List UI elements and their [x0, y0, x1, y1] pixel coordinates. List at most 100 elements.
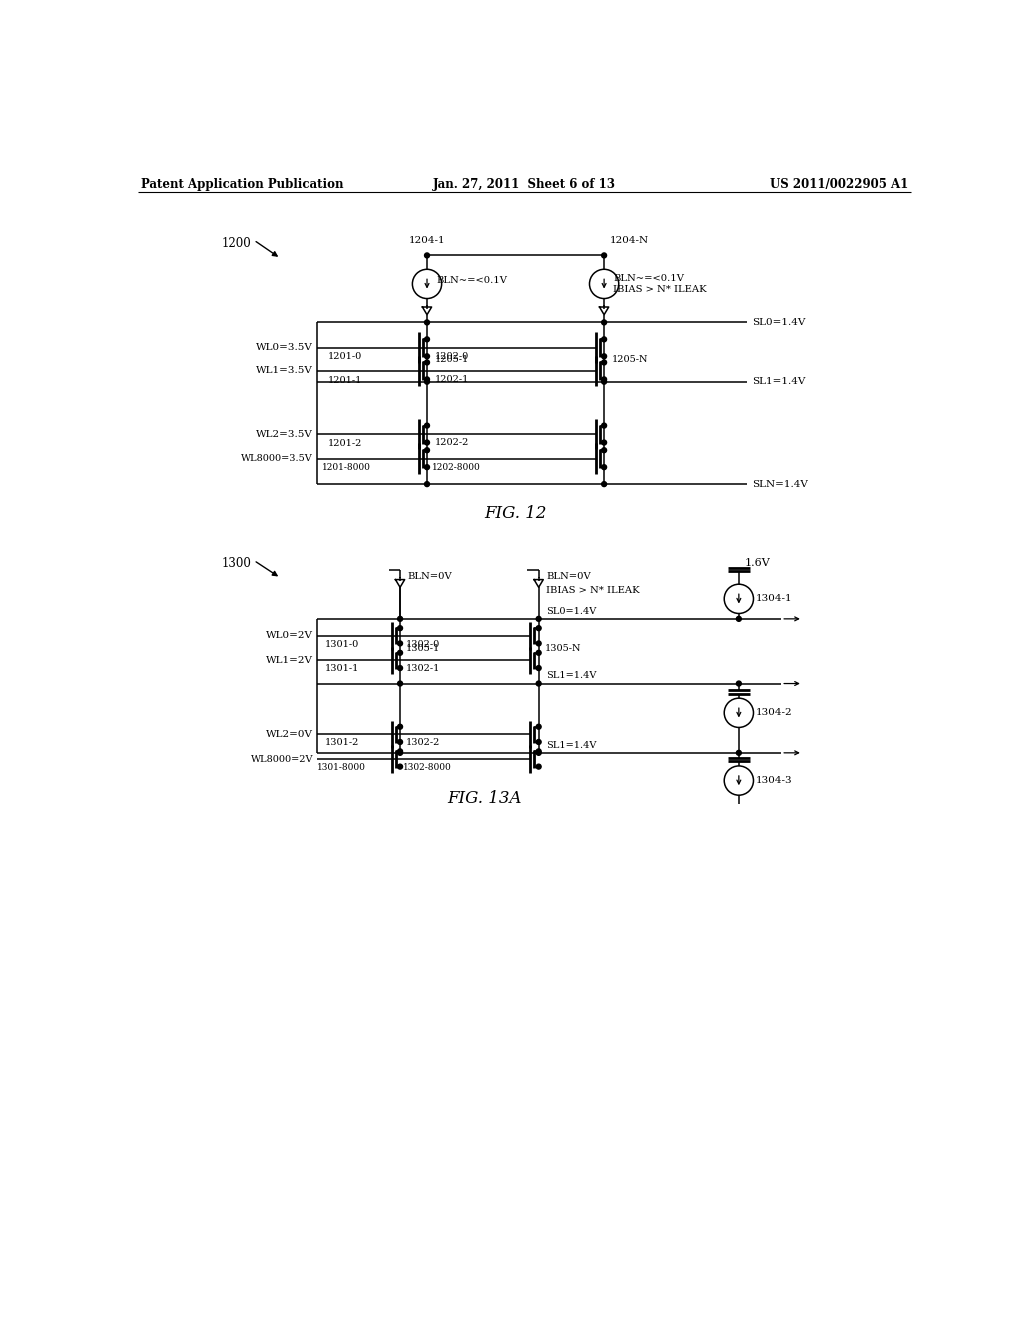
- Circle shape: [537, 750, 541, 755]
- Text: IBIAS > N* ILEAK: IBIAS > N* ILEAK: [613, 285, 707, 294]
- Text: 1301-1: 1301-1: [325, 664, 359, 673]
- Text: 1.6V: 1.6V: [745, 558, 771, 568]
- Circle shape: [397, 725, 402, 729]
- Text: FIG. 12: FIG. 12: [484, 506, 547, 521]
- Circle shape: [397, 665, 402, 671]
- Circle shape: [397, 748, 402, 754]
- Circle shape: [736, 616, 741, 622]
- Circle shape: [425, 482, 429, 487]
- Circle shape: [602, 360, 606, 364]
- Text: 1202-0: 1202-0: [435, 351, 469, 360]
- Circle shape: [397, 681, 402, 686]
- Text: SL0=1.4V: SL0=1.4V: [547, 607, 597, 616]
- Circle shape: [537, 626, 541, 631]
- Text: 1205-N: 1205-N: [611, 355, 648, 364]
- Text: 1304-1: 1304-1: [756, 594, 793, 603]
- Text: 1304-3: 1304-3: [756, 776, 793, 785]
- Circle shape: [736, 750, 741, 755]
- Circle shape: [425, 319, 429, 325]
- Text: SL0=1.4V: SL0=1.4V: [752, 318, 805, 327]
- Text: 1201-1: 1201-1: [328, 376, 362, 384]
- Text: BLN~=<0.1V: BLN~=<0.1V: [613, 275, 684, 282]
- Text: WL8000=3.5V: WL8000=3.5V: [242, 454, 313, 463]
- Text: WL2=0V: WL2=0V: [266, 730, 313, 739]
- Text: 1301-8000: 1301-8000: [316, 763, 366, 772]
- Circle shape: [425, 253, 429, 257]
- Text: US 2011/0022905 A1: US 2011/0022905 A1: [770, 178, 908, 191]
- Text: 1202-8000: 1202-8000: [432, 462, 480, 471]
- Text: 1201-0: 1201-0: [328, 352, 361, 362]
- Text: 1204-1: 1204-1: [409, 236, 445, 246]
- Circle shape: [537, 764, 541, 770]
- Circle shape: [602, 447, 606, 453]
- Text: SL1=1.4V: SL1=1.4V: [547, 672, 597, 681]
- Circle shape: [602, 440, 606, 445]
- Circle shape: [537, 681, 541, 686]
- Text: BLN=0V: BLN=0V: [547, 572, 591, 581]
- Circle shape: [602, 465, 606, 470]
- Text: 1200: 1200: [221, 238, 251, 249]
- Text: WL1=2V: WL1=2V: [266, 656, 313, 665]
- Text: 1302-8000: 1302-8000: [403, 763, 452, 772]
- Text: Jan. 27, 2011  Sheet 6 of 13: Jan. 27, 2011 Sheet 6 of 13: [433, 178, 616, 191]
- Text: 1301-2: 1301-2: [325, 738, 359, 747]
- Text: SL1=1.4V: SL1=1.4V: [547, 741, 597, 750]
- Circle shape: [537, 739, 541, 744]
- Text: 1304-2: 1304-2: [756, 709, 793, 717]
- Circle shape: [425, 337, 429, 342]
- Circle shape: [425, 379, 429, 384]
- Circle shape: [736, 681, 741, 686]
- Text: BLN=0V: BLN=0V: [408, 572, 453, 581]
- Circle shape: [425, 354, 429, 359]
- Circle shape: [602, 482, 606, 487]
- Text: IBIAS > N* ILEAK: IBIAS > N* ILEAK: [547, 586, 640, 595]
- Circle shape: [425, 424, 429, 428]
- Text: 1305-1: 1305-1: [407, 644, 440, 652]
- Circle shape: [602, 379, 606, 384]
- Circle shape: [537, 616, 541, 622]
- Text: 1201-8000: 1201-8000: [322, 463, 371, 473]
- Circle shape: [425, 440, 429, 445]
- Circle shape: [602, 319, 606, 325]
- Circle shape: [397, 642, 402, 645]
- Circle shape: [397, 651, 402, 655]
- Text: 1302-1: 1302-1: [407, 664, 440, 673]
- Text: WL0=3.5V: WL0=3.5V: [256, 343, 313, 352]
- Circle shape: [537, 748, 541, 754]
- Circle shape: [425, 465, 429, 470]
- Circle shape: [397, 764, 402, 770]
- Text: WL1=3.5V: WL1=3.5V: [256, 367, 313, 375]
- Circle shape: [397, 739, 402, 744]
- Circle shape: [425, 378, 429, 381]
- Circle shape: [602, 378, 606, 381]
- Circle shape: [425, 447, 429, 453]
- Circle shape: [537, 651, 541, 655]
- Circle shape: [602, 337, 606, 342]
- Text: 1300: 1300: [221, 557, 251, 570]
- Text: 1202-1: 1202-1: [435, 375, 469, 384]
- Circle shape: [602, 253, 606, 257]
- Text: SL1=1.4V: SL1=1.4V: [752, 378, 805, 387]
- Text: BLN~=<0.1V: BLN~=<0.1V: [436, 276, 507, 285]
- Circle shape: [537, 725, 541, 729]
- Text: FIG. 13A: FIG. 13A: [447, 789, 522, 807]
- Circle shape: [537, 642, 541, 645]
- Circle shape: [537, 665, 541, 671]
- Text: 1202-2: 1202-2: [435, 438, 469, 447]
- Text: WL8000=2V: WL8000=2V: [251, 755, 313, 763]
- Circle shape: [397, 750, 402, 755]
- Text: 1302-2: 1302-2: [407, 738, 440, 747]
- Circle shape: [425, 360, 429, 364]
- Text: Patent Application Publication: Patent Application Publication: [140, 178, 343, 191]
- Text: 1205-1: 1205-1: [435, 355, 469, 364]
- Circle shape: [602, 354, 606, 359]
- Text: 1302-0: 1302-0: [407, 640, 440, 648]
- Text: 1204-N: 1204-N: [610, 236, 649, 246]
- Text: WL0=2V: WL0=2V: [266, 631, 313, 640]
- Circle shape: [602, 424, 606, 428]
- Text: 1301-0: 1301-0: [325, 640, 358, 648]
- Text: 1201-2: 1201-2: [328, 438, 362, 447]
- Text: WL2=3.5V: WL2=3.5V: [256, 429, 313, 438]
- Text: 1305-N: 1305-N: [545, 644, 582, 652]
- Text: SLN=1.4V: SLN=1.4V: [752, 479, 808, 488]
